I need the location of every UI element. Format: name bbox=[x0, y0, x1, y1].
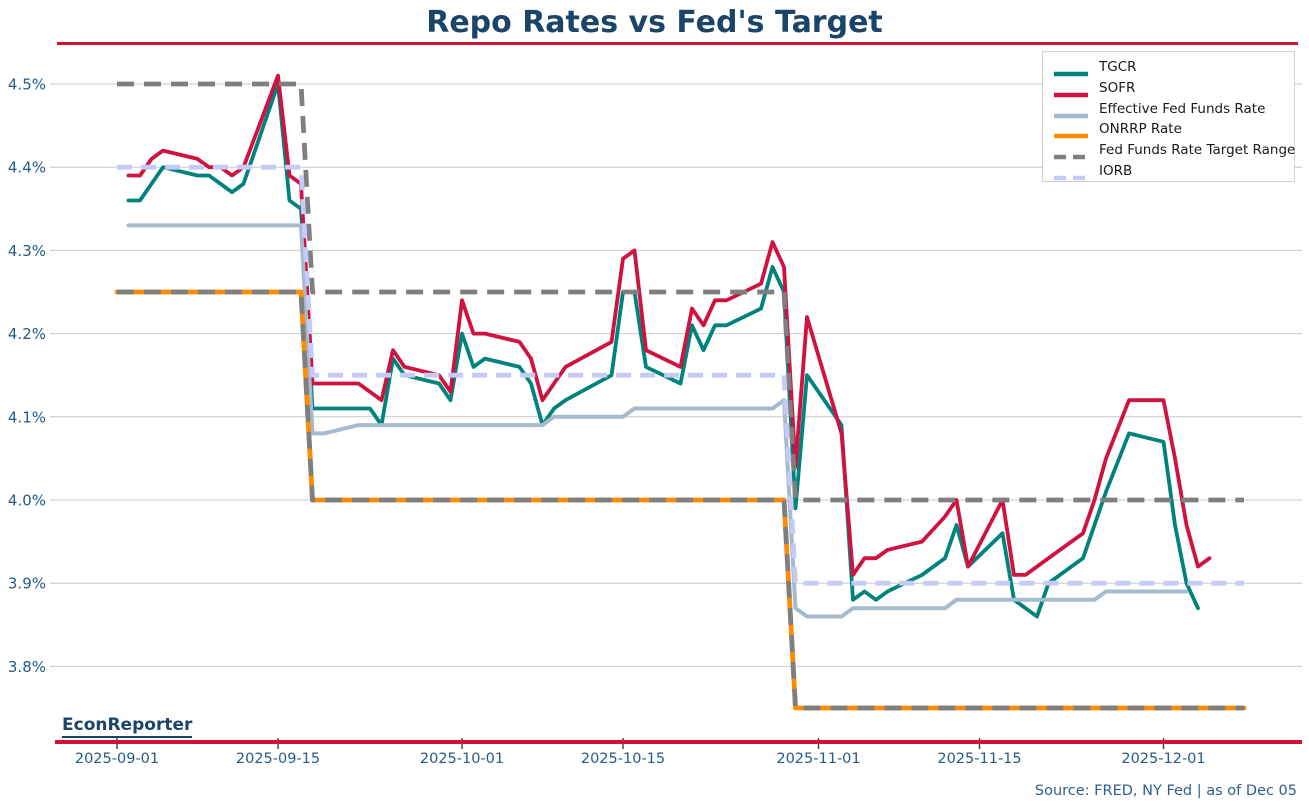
legend: TGCR SOFR Effective Fed Funds Rate ONRRP Ra… bbox=[1042, 51, 1295, 182]
legend-swatch-icon-iorb bbox=[1053, 167, 1089, 180]
bottom-divider bbox=[55, 740, 1302, 744]
y-tick-label: 4.0% bbox=[8, 492, 46, 510]
y-tick-label: 3.9% bbox=[8, 575, 46, 593]
x-tick-label: 2025-09-01 bbox=[75, 751, 159, 767]
legend-item-iorb: IORB bbox=[1053, 160, 1294, 181]
y-tick-label: 4.2% bbox=[8, 325, 46, 343]
x-tick-label: 2025-10-15 bbox=[581, 751, 665, 767]
x-tick-label: 2025-10-01 bbox=[420, 751, 504, 767]
y-tick-label: 4.4% bbox=[8, 159, 46, 177]
series-line-iorb bbox=[117, 164, 1244, 586]
legend-label: Fed Funds Rate Target Range bbox=[1099, 142, 1296, 159]
series-line-tgcr bbox=[126, 82, 1200, 619]
series-line-sofr bbox=[126, 73, 1212, 577]
legend-label: Effective Fed Funds Rate bbox=[1099, 100, 1266, 117]
brand-logo: EconReporter bbox=[62, 715, 193, 738]
x-tick-label: 2025-11-01 bbox=[776, 751, 860, 767]
legend-swatch-icon-onrrp-rate bbox=[1053, 125, 1089, 139]
legend-item-onrrp-rate: ONRRP Rate bbox=[1053, 119, 1294, 140]
legend-item-sofr: SOFR bbox=[1053, 78, 1294, 99]
legend-label: IORB bbox=[1099, 162, 1133, 179]
series-line-fed-funds-rate-target-range-lower bbox=[117, 289, 1244, 711]
legend-label: ONRRP Rate bbox=[1099, 121, 1182, 138]
legend-swatch-icon-fed-funds-rate-target-range bbox=[1053, 146, 1089, 160]
y-tick-label: 4.1% bbox=[8, 408, 46, 426]
x-tick-label: 2025-11-15 bbox=[937, 751, 1021, 767]
y-tick-label: 4.3% bbox=[8, 242, 46, 260]
top-divider bbox=[57, 42, 1298, 45]
legend-item-fed-funds-rate-target-range: Fed Funds Rate Target Range bbox=[1053, 140, 1296, 161]
source-note: Source: FRED, NY Fed | as of Dec 05 bbox=[1034, 783, 1297, 799]
x-tick-label: 2025-12-01 bbox=[1121, 751, 1205, 767]
legend-item-tgcr: TGCR bbox=[1053, 57, 1294, 78]
legend-swatch-icon-tgcr bbox=[1053, 63, 1089, 77]
series-line-effective-fed-funds-rate bbox=[126, 223, 1189, 619]
y-tick-label: 3.8% bbox=[8, 658, 46, 676]
legend-item-effective-fed-funds-rate: Effective Fed Funds Rate bbox=[1053, 98, 1294, 119]
legend-label: TGCR bbox=[1099, 59, 1137, 76]
y-tick-label: 4.5% bbox=[8, 76, 46, 94]
legend-swatch-icon-effective-fed-funds-rate bbox=[1053, 105, 1089, 118]
x-tick-label: 2025-09-15 bbox=[236, 751, 320, 767]
legend-swatch-icon-sofr bbox=[1053, 84, 1089, 98]
series-line-fed-funds-rate-target-range-upper bbox=[117, 81, 1244, 503]
legend-label: SOFR bbox=[1099, 80, 1136, 97]
page-title: Repo Rates vs Fed's Target bbox=[426, 5, 883, 40]
